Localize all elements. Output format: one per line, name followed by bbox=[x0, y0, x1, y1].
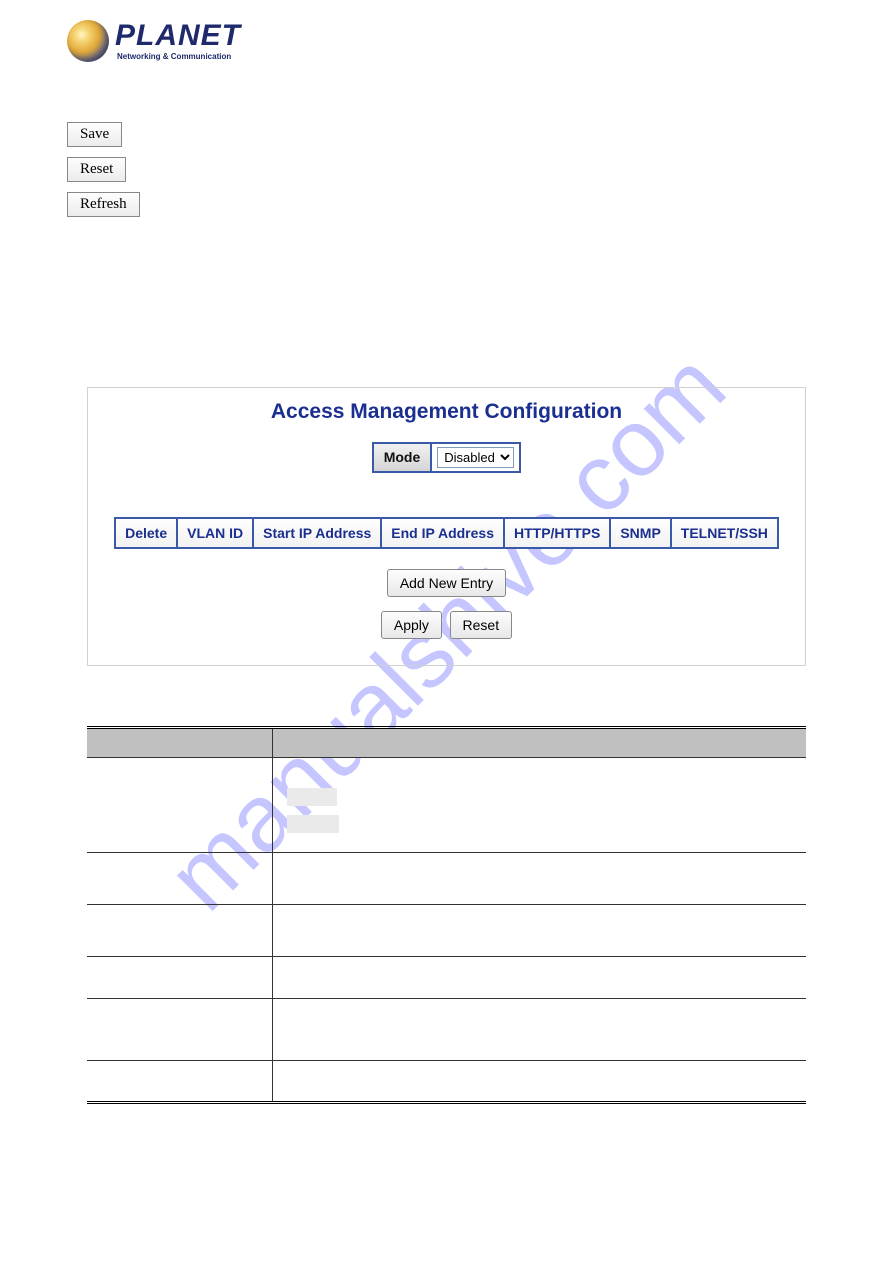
col-vlan-id: VLAN ID bbox=[177, 518, 253, 548]
table-row bbox=[87, 758, 806, 853]
refresh-button[interactable]: Refresh bbox=[67, 192, 140, 217]
mode-label: Mode bbox=[372, 442, 433, 473]
mode-row: Mode Disabled bbox=[372, 442, 522, 473]
col-snmp: SNMP bbox=[610, 518, 670, 548]
logo-tagline: Networking & Communication bbox=[117, 53, 241, 61]
logo-orb-icon bbox=[67, 20, 109, 62]
col-start-ip: Start IP Address bbox=[253, 518, 381, 548]
col-telnet-ssh: TELNET/SSH bbox=[671, 518, 778, 548]
table-row bbox=[87, 999, 806, 1061]
brand-logo: PLANET Networking & Communication bbox=[67, 20, 826, 62]
add-new-entry-button[interactable]: Add New Entry bbox=[387, 569, 506, 597]
placeholder-box bbox=[287, 788, 337, 806]
apply-button[interactable]: Apply bbox=[381, 611, 442, 639]
col-http-https: HTTP/HTTPS bbox=[504, 518, 610, 548]
table-row bbox=[87, 957, 806, 999]
placeholder-box bbox=[287, 815, 339, 833]
logo-name: PLANET bbox=[115, 21, 241, 51]
reset-button[interactable]: Reset bbox=[67, 157, 126, 182]
description-table bbox=[87, 726, 806, 1104]
panel-title: Access Management Configuration bbox=[112, 400, 781, 424]
access-columns-table: Delete VLAN ID Start IP Address End IP A… bbox=[114, 517, 779, 549]
col-end-ip: End IP Address bbox=[381, 518, 504, 548]
mode-select-wrap: Disabled bbox=[432, 442, 521, 473]
table-header-row bbox=[87, 728, 806, 758]
mode-select[interactable]: Disabled bbox=[437, 447, 514, 468]
access-management-panel: Access Management Configuration Mode Dis… bbox=[87, 387, 806, 666]
table-row bbox=[87, 1061, 806, 1103]
panel-reset-button[interactable]: Reset bbox=[450, 611, 513, 639]
save-button[interactable]: Save bbox=[67, 122, 122, 147]
description-table-wrap bbox=[87, 726, 806, 1104]
table-row bbox=[87, 905, 806, 957]
col-delete: Delete bbox=[115, 518, 177, 548]
table-row bbox=[87, 853, 806, 905]
